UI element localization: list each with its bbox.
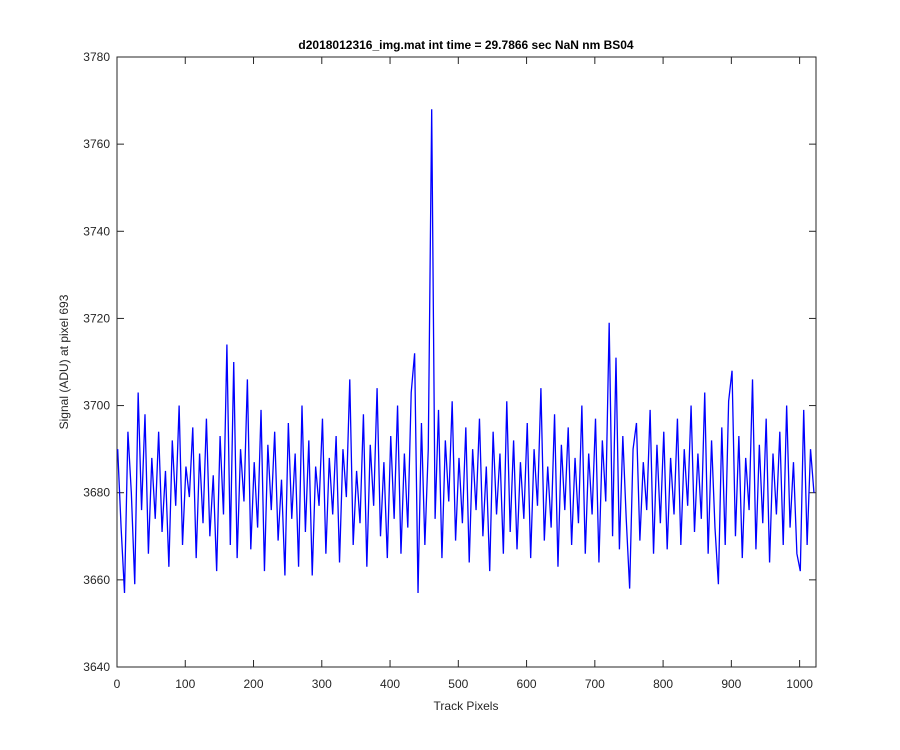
x-tick-label: 100 <box>175 677 195 691</box>
y-tick-label: 3760 <box>83 137 110 151</box>
data-line <box>117 109 815 593</box>
y-tick-label: 3740 <box>83 224 110 238</box>
x-tick-label: 800 <box>653 677 673 691</box>
y-tick-label: 3780 <box>83 50 110 64</box>
x-tick-label: 300 <box>312 677 332 691</box>
chart-title: d2018012316_img.mat int time = 29.7866 s… <box>298 38 634 52</box>
plot-frame <box>116 56 817 668</box>
x-tick-label: 1000 <box>786 677 813 691</box>
y-axis-label: Signal (ADU) at pixel 693 <box>57 294 71 429</box>
x-tick-label: 500 <box>448 677 468 691</box>
x-tick-label: 200 <box>244 677 264 691</box>
x-tick-label: 0 <box>114 677 121 691</box>
x-tick-label: 600 <box>517 677 537 691</box>
x-tick-label: 900 <box>721 677 741 691</box>
y-tick-label: 3700 <box>83 399 110 413</box>
x-tick-label: 700 <box>585 677 605 691</box>
y-tick-label: 3720 <box>83 311 110 325</box>
y-tick-label: 3660 <box>83 573 110 587</box>
y-tick-label: 3640 <box>83 660 110 674</box>
x-axis-label: Track Pixels <box>434 699 499 713</box>
y-tick-label: 3680 <box>83 486 110 500</box>
x-tick-label: 400 <box>380 677 400 691</box>
